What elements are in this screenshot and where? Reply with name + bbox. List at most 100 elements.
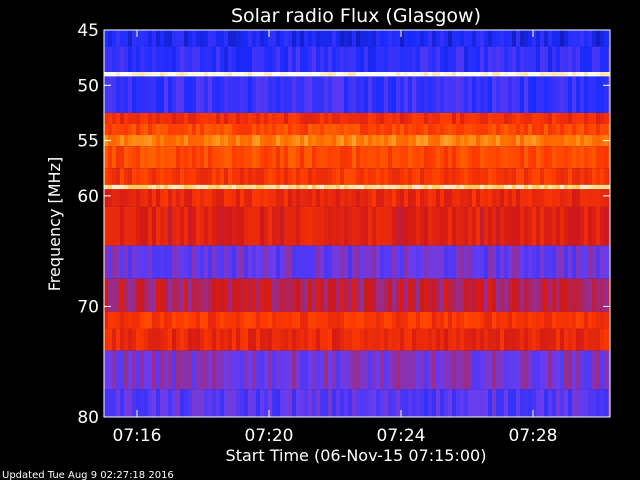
spectrogram-cell	[136, 146, 140, 169]
spectrogram-cell	[272, 278, 276, 312]
spectrogram-cell	[284, 311, 288, 329]
spectrogram-cell	[284, 72, 288, 77]
spectrogram-cell	[272, 389, 276, 417]
spectrogram-cell	[544, 146, 548, 169]
spectrogram-cell	[120, 46, 124, 73]
spectrogram-cell	[356, 189, 360, 207]
spectrogram-cell	[228, 46, 232, 73]
spectrogram-cell	[372, 30, 376, 47]
spectrogram-cell	[304, 206, 308, 246]
spectrogram-cell	[292, 112, 296, 124]
spectrogram-cell	[564, 146, 568, 169]
spectrogram-cell	[164, 46, 168, 73]
spectrogram-cell	[360, 112, 364, 124]
spectrogram-cell	[376, 206, 380, 246]
spectrogram-cell	[208, 278, 212, 312]
spectrogram-cell	[136, 278, 140, 312]
spectrogram-cell	[284, 76, 288, 113]
spectrogram-cell	[508, 135, 512, 147]
spectrogram-cell	[572, 350, 576, 390]
spectrogram-cell	[608, 245, 610, 279]
spectrogram-cell	[456, 168, 460, 185]
spectrogram-cell	[548, 245, 552, 279]
spectrogram-cell	[232, 245, 236, 279]
spectrogram-cell	[448, 278, 452, 312]
spectrogram-cell	[588, 389, 592, 417]
spectrogram-cell	[172, 184, 176, 190]
spectrogram-cell	[272, 350, 276, 390]
spectrogram-cell	[532, 72, 536, 77]
spectrogram-cell	[488, 328, 492, 351]
spectrogram-cell	[468, 328, 472, 351]
spectrogram-cell	[472, 146, 476, 169]
spectrogram-cell	[604, 245, 608, 279]
spectrogram-cell	[468, 206, 472, 246]
spectrogram-cell	[360, 168, 364, 185]
spectrogram-cell	[568, 245, 572, 279]
spectrogram-cell	[516, 350, 520, 390]
spectrogram-cell	[448, 30, 452, 47]
spectrogram-cell	[388, 76, 392, 113]
spectrogram-cell	[316, 245, 320, 279]
spectrogram-cell	[400, 350, 404, 390]
spectrogram-cell	[276, 135, 280, 147]
spectrogram-cell	[380, 46, 384, 73]
spectrogram-cell	[464, 278, 468, 312]
spectrogram-cell	[256, 76, 260, 113]
spectrogram-cell	[140, 189, 144, 207]
spectrogram-cell	[552, 311, 556, 329]
spectrogram-cell	[104, 168, 108, 185]
spectrogram-cell	[596, 328, 600, 351]
spectrogram-cell	[116, 76, 120, 113]
spectrogram-cell	[588, 184, 592, 190]
spectrogram-cell	[416, 184, 420, 190]
spectrogram-cell	[420, 184, 424, 190]
spectrogram-cell	[360, 76, 364, 113]
spectrogram-cell	[552, 123, 556, 136]
spectrogram-cell	[372, 206, 376, 246]
spectrogram-cell	[160, 206, 164, 246]
spectrogram-cell	[376, 184, 380, 190]
y-tick-label: 50	[77, 76, 99, 96]
spectrogram-cell	[300, 189, 304, 207]
spectrogram-cell	[164, 146, 168, 169]
spectrogram-cell	[184, 245, 188, 279]
spectrogram-cell	[540, 350, 544, 390]
spectrogram-cell	[176, 72, 180, 77]
spectrogram-cell	[148, 112, 152, 124]
spectrogram-cell	[284, 112, 288, 124]
spectrogram-cell	[268, 46, 272, 73]
spectrogram-cell	[208, 76, 212, 113]
spectrogram-cell	[456, 389, 460, 417]
spectrogram-cell	[532, 135, 536, 147]
spectrogram-cell	[140, 135, 144, 147]
spectrogram-cell	[420, 46, 424, 73]
spectrogram-cell	[336, 389, 340, 417]
spectrogram-cell	[372, 278, 376, 312]
spectrogram-cell	[400, 123, 404, 136]
spectrogram-cell	[164, 123, 168, 136]
spectrogram-cell	[420, 350, 424, 390]
spectrogram-cell	[240, 30, 244, 47]
spectrogram-cell	[292, 123, 296, 136]
spectrogram-cell	[412, 278, 416, 312]
spectrogram-cell	[236, 245, 240, 279]
spectrogram-cell	[500, 278, 504, 312]
frequency-band-17	[104, 389, 610, 417]
spectrogram-cell	[548, 311, 552, 329]
spectrogram-cell	[304, 184, 308, 190]
spectrogram-cell	[496, 76, 500, 113]
spectrogram-cell	[328, 30, 332, 47]
spectrogram-cell	[236, 146, 240, 169]
spectrogram-cell	[412, 389, 416, 417]
spectrogram-cell	[496, 184, 500, 190]
spectrogram-cell	[304, 189, 308, 207]
spectrogram-cell	[320, 245, 324, 279]
spectrogram-cell	[384, 189, 388, 207]
spectrogram-cell	[256, 112, 260, 124]
spectrogram-cell	[484, 30, 488, 47]
spectrogram-cell	[160, 76, 164, 113]
spectrogram-cell	[216, 311, 220, 329]
spectrogram-cell	[376, 135, 380, 147]
spectrogram-cell	[388, 278, 392, 312]
